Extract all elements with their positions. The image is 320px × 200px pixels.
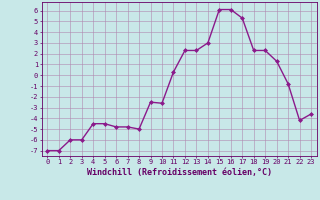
X-axis label: Windchill (Refroidissement éolien,°C): Windchill (Refroidissement éolien,°C) [87, 168, 272, 177]
